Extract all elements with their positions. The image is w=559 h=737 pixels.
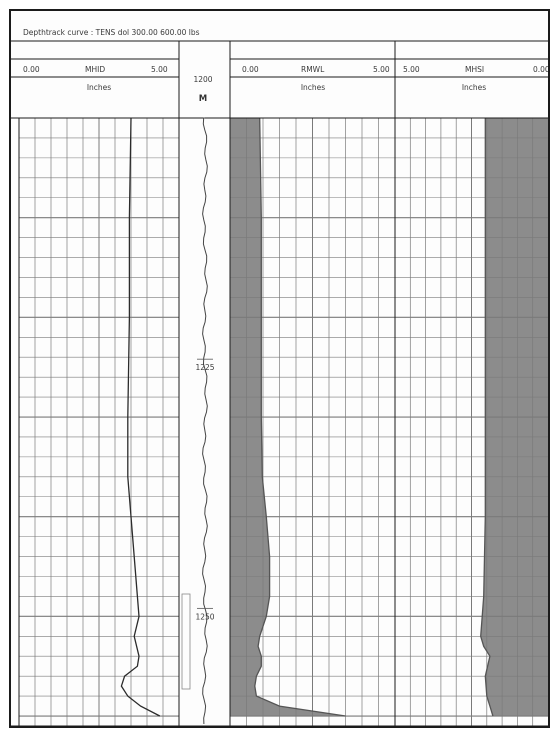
- track1-mnemonic: MHID: [85, 65, 105, 74]
- depth-label: 1250: [195, 612, 214, 621]
- depth-unit: M: [199, 94, 207, 104]
- well-log-chart: Depthtrack curve : TENS dol 300.00 600.0…: [11, 28, 550, 726]
- track1-min: 0.00: [23, 65, 40, 74]
- track2-max: 5.00: [373, 65, 390, 74]
- track3-min: 5.00: [403, 65, 420, 74]
- track3-max: 0.00: [533, 65, 550, 74]
- track3-unit: Inches: [462, 83, 486, 92]
- track2-min: 0.00: [242, 65, 259, 74]
- track2-mnemonic: RMWL: [301, 65, 325, 74]
- track3-mnemonic: MHSI: [465, 65, 484, 74]
- log-frame: Depthtrack curve : TENS dol 300.00 600.0…: [9, 9, 550, 728]
- track1-max: 5.00: [151, 65, 168, 74]
- tension-curve: [202, 117, 208, 725]
- depth-start: 1200: [193, 75, 212, 84]
- depth-label: 1225: [195, 363, 214, 372]
- curve-rmwl: [254, 117, 346, 717]
- depth-marker-box: [181, 593, 191, 690]
- header-curve-line: Depthtrack curve : TENS dol 300.00 600.0…: [23, 28, 200, 37]
- track2-unit: Inches: [301, 83, 325, 92]
- track1-unit: Inches: [87, 83, 111, 92]
- fill-rmwl: [230, 118, 346, 717]
- curve-mhid: [120, 117, 161, 717]
- curve-mhsi: [480, 118, 494, 717]
